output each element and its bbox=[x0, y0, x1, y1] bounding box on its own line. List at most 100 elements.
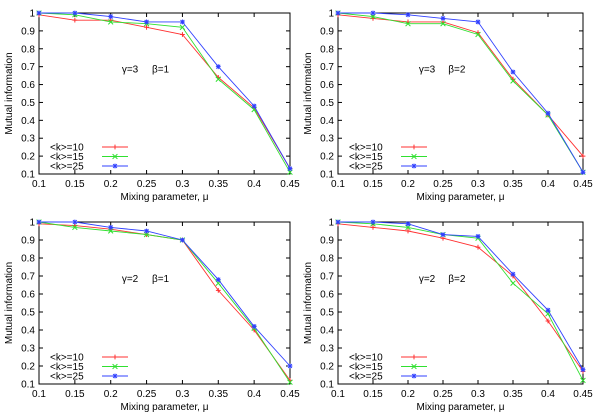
gamma-annotation: γ=2 bbox=[122, 274, 139, 285]
data-point bbox=[108, 225, 114, 230]
data-point bbox=[144, 19, 149, 25]
data-point bbox=[475, 234, 481, 239]
legend-label: <k>=15 bbox=[50, 362, 84, 373]
data-point bbox=[72, 219, 78, 225]
beta-annotation: β=2 bbox=[448, 65, 466, 76]
data-point bbox=[370, 10, 376, 16]
series-line bbox=[338, 12, 584, 173]
data-point bbox=[440, 232, 446, 237]
legend-label: <k>=25 bbox=[349, 372, 383, 383]
data-point bbox=[287, 379, 293, 385]
data-point bbox=[144, 228, 149, 234]
y-tick-label: 1 bbox=[29, 9, 35, 20]
y-tick-label: 0.9 bbox=[320, 236, 334, 247]
plot-frame bbox=[337, 221, 584, 385]
data-point bbox=[72, 17, 78, 23]
y-tick-label: 0.3 bbox=[21, 134, 35, 145]
data-point bbox=[475, 19, 481, 25]
data-point bbox=[545, 318, 551, 324]
data-point bbox=[251, 103, 257, 109]
y-tick-label: 0.4 bbox=[21, 326, 35, 337]
x-tick-label: 0.3 bbox=[175, 179, 189, 190]
legend-label: <k>=15 bbox=[50, 152, 84, 163]
x-tick-label: 0.25 bbox=[433, 179, 453, 190]
y-tick-label: 0.1 bbox=[320, 380, 334, 391]
legend-marker bbox=[411, 373, 417, 379]
chart-panel-2: 0.1 0.2 0.3 0.4 0.5 0.6 0.7 0.8 0.9 1 0.1 0.15 0.2 0.… bbox=[303, 9, 593, 204]
data-point bbox=[510, 280, 516, 286]
x-tick-label: 0.3 bbox=[471, 389, 485, 400]
legend-label: <k>=25 bbox=[50, 162, 84, 173]
y-axis-label: Mutual information bbox=[303, 262, 314, 344]
y-tick-label: 0.5 bbox=[320, 98, 334, 109]
legend-marker bbox=[112, 144, 118, 150]
chart-panel-3: 0.1 0.2 0.3 0.4 0.5 0.6 0.7 0.8 0.9 1 0.1 0.15 0.2 0.… bbox=[4, 218, 300, 414]
x-tick-label: 0.4 bbox=[247, 389, 261, 400]
plot-frame bbox=[38, 12, 291, 175]
gamma-annotation: γ=3 bbox=[122, 65, 139, 76]
beta-annotation: β=1 bbox=[152, 65, 170, 76]
legend-marker bbox=[112, 153, 118, 160]
legend-label: <k>=25 bbox=[349, 162, 383, 173]
data-point bbox=[510, 271, 516, 277]
legend-label: <k>=15 bbox=[349, 362, 383, 373]
series-line bbox=[38, 14, 291, 169]
y-tick-label: 0.8 bbox=[320, 44, 334, 55]
y-tick-label: 0.4 bbox=[21, 116, 35, 127]
y-tick-label: 0.7 bbox=[320, 62, 334, 73]
x-tick-label: 0.25 bbox=[137, 389, 157, 400]
y-tick-label: 0.2 bbox=[21, 152, 35, 163]
data-point bbox=[370, 219, 376, 225]
x-tick-label: 0.2 bbox=[104, 179, 118, 190]
x-axis-label: Mixing parameter, μ bbox=[416, 402, 504, 413]
y-tick-label: 0.2 bbox=[320, 152, 334, 163]
y-tick-label: 0.8 bbox=[320, 254, 334, 265]
plot-frame bbox=[38, 221, 291, 385]
legend-label: <k>=15 bbox=[349, 152, 383, 163]
x-tick-label: 0.35 bbox=[209, 389, 229, 400]
y-tick-label: 0.9 bbox=[21, 26, 35, 37]
legend-marker bbox=[411, 363, 417, 370]
data-point bbox=[405, 20, 411, 27]
x-tick-label: 0.45 bbox=[573, 389, 593, 400]
x-tick-label: 0.15 bbox=[65, 179, 85, 190]
data-point bbox=[72, 10, 78, 16]
x-tick-label: 0.2 bbox=[401, 389, 415, 400]
x-tick-label: 0.15 bbox=[65, 389, 85, 400]
x-tick-label: 0.15 bbox=[363, 389, 383, 400]
data-point bbox=[180, 19, 185, 25]
x-tick-label: 0.4 bbox=[247, 179, 261, 190]
y-tick-label: 0.7 bbox=[320, 272, 334, 283]
y-tick-label: 0.4 bbox=[320, 326, 334, 337]
series-line bbox=[337, 12, 584, 173]
data-point bbox=[370, 225, 376, 230]
x-tick-label: 0.1 bbox=[32, 179, 46, 190]
legend-label: <k>=25 bbox=[50, 372, 84, 383]
series-line bbox=[337, 221, 584, 381]
x-tick-label: 0.3 bbox=[471, 179, 485, 190]
x-tick-label: 0.45 bbox=[280, 179, 300, 190]
data-point bbox=[144, 24, 149, 30]
y-tick-label: 0.1 bbox=[21, 170, 35, 181]
legend-marker bbox=[112, 354, 118, 360]
legend-marker bbox=[411, 354, 417, 360]
x-tick-label: 0.4 bbox=[541, 389, 555, 400]
y-tick-label: 0.1 bbox=[320, 170, 334, 181]
x-tick-label: 0.35 bbox=[503, 389, 523, 400]
y-tick-label: 0.3 bbox=[320, 134, 334, 145]
legend-marker bbox=[112, 363, 118, 370]
x-tick-label: 0.1 bbox=[331, 389, 345, 400]
y-axis-label: Mutual information bbox=[4, 52, 15, 134]
y-tick-label: 0.4 bbox=[320, 116, 334, 127]
x-tick-label: 0.3 bbox=[175, 389, 189, 400]
y-tick-label: 0.8 bbox=[21, 44, 35, 55]
x-tick-label: 0.35 bbox=[209, 179, 229, 190]
legend-marker bbox=[112, 373, 118, 379]
data-point bbox=[545, 307, 551, 313]
data-point bbox=[251, 324, 257, 329]
data-point bbox=[108, 14, 114, 19]
gamma-annotation: γ=3 bbox=[419, 65, 436, 76]
data-point bbox=[287, 363, 293, 369]
x-tick-label: 0.4 bbox=[541, 179, 555, 190]
